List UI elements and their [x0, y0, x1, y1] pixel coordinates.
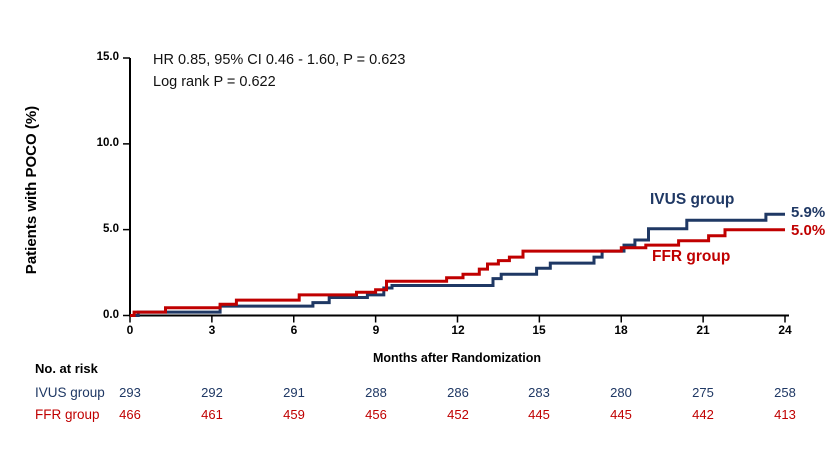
at-risk-value-ivus-group-m3: 292	[201, 385, 223, 400]
at-risk-value-ivus-group-m21: 275	[692, 385, 714, 400]
at-risk-value-ivus-group-m18: 280	[610, 385, 632, 400]
at-risk-value-ivus-group-m12: 286	[447, 385, 469, 400]
at-risk-row-label-ivus: IVUS group	[35, 385, 105, 400]
x-tick-label-0: 0	[126, 323, 134, 337]
x-tick-label-6: 6	[290, 323, 298, 337]
legend-ffr-group: FFR group	[652, 248, 731, 265]
axis-tick-marks	[123, 57, 786, 323]
x-tick-label-15: 15	[532, 323, 546, 337]
at-risk-value-ivus-group-m0: 293	[119, 385, 141, 400]
at-risk-value-ivus-group-m24: 258	[774, 385, 796, 400]
at-risk-value-ffr-group-m15: 445	[528, 407, 550, 422]
at-risk-value-ffr-group-m18: 445	[610, 407, 632, 422]
ffr-final-value-label: 5.0%	[791, 222, 826, 239]
at-risk-row-label-ffr: FFR group	[35, 407, 100, 422]
hr-annotation-line1: HR 0.85, 95% CI 0.46 - 1.60, P = 0.623	[153, 52, 406, 68]
x-tick-label-24: 24	[778, 323, 792, 337]
ivus-final-value-label: 5.9%	[791, 204, 826, 221]
legend-ivus-group: IVUS group	[650, 191, 735, 208]
x-tick-label-9: 9	[372, 323, 380, 337]
x-axis-title: Months after Randomization	[372, 351, 542, 365]
x-tick-label-21: 21	[696, 323, 710, 337]
at-risk-value-ffr-group-m3: 461	[201, 407, 223, 422]
y-tick-label-10.0: 10.0	[96, 137, 119, 149]
y-tick-label-0.0: 0.0	[103, 309, 119, 321]
x-tick-label-12: 12	[451, 323, 465, 337]
at-risk-value-ivus-group-m6: 291	[283, 385, 305, 400]
y-tick-label-15.0: 15.0	[96, 51, 119, 63]
series-line-ivus-group	[130, 212, 785, 317]
series-line-ffr-group	[130, 228, 785, 317]
at-risk-value-ffr-group-m24: 413	[774, 407, 796, 422]
at-risk-value-ffr-group-m12: 452	[447, 407, 469, 422]
hr-annotation: HR 0.85, 95% CI 0.46 - 1.60, P = 0.623 L…	[153, 50, 405, 93]
at-risk-value-ivus-group-m15: 283	[528, 385, 550, 400]
at-risk-value-ffr-group-m21: 442	[692, 407, 714, 422]
at-risk-title: No. at risk	[35, 361, 98, 376]
y-tick-label-5.0: 5.0	[103, 223, 119, 235]
at-risk-value-ffr-group-m6: 459	[283, 407, 305, 422]
hr-annotation-line2: Log rank P = 0.622	[153, 73, 276, 90]
y-axis-title: Patients with POCO (%)	[23, 105, 40, 275]
x-tick-label-18: 18	[614, 323, 628, 337]
at-risk-value-ivus-group-m9: 288	[365, 385, 387, 400]
at-risk-value-ffr-group-m9: 456	[365, 407, 387, 422]
at-risk-value-ffr-group-m0: 466	[119, 407, 141, 422]
x-tick-label-3: 3	[208, 323, 216, 337]
